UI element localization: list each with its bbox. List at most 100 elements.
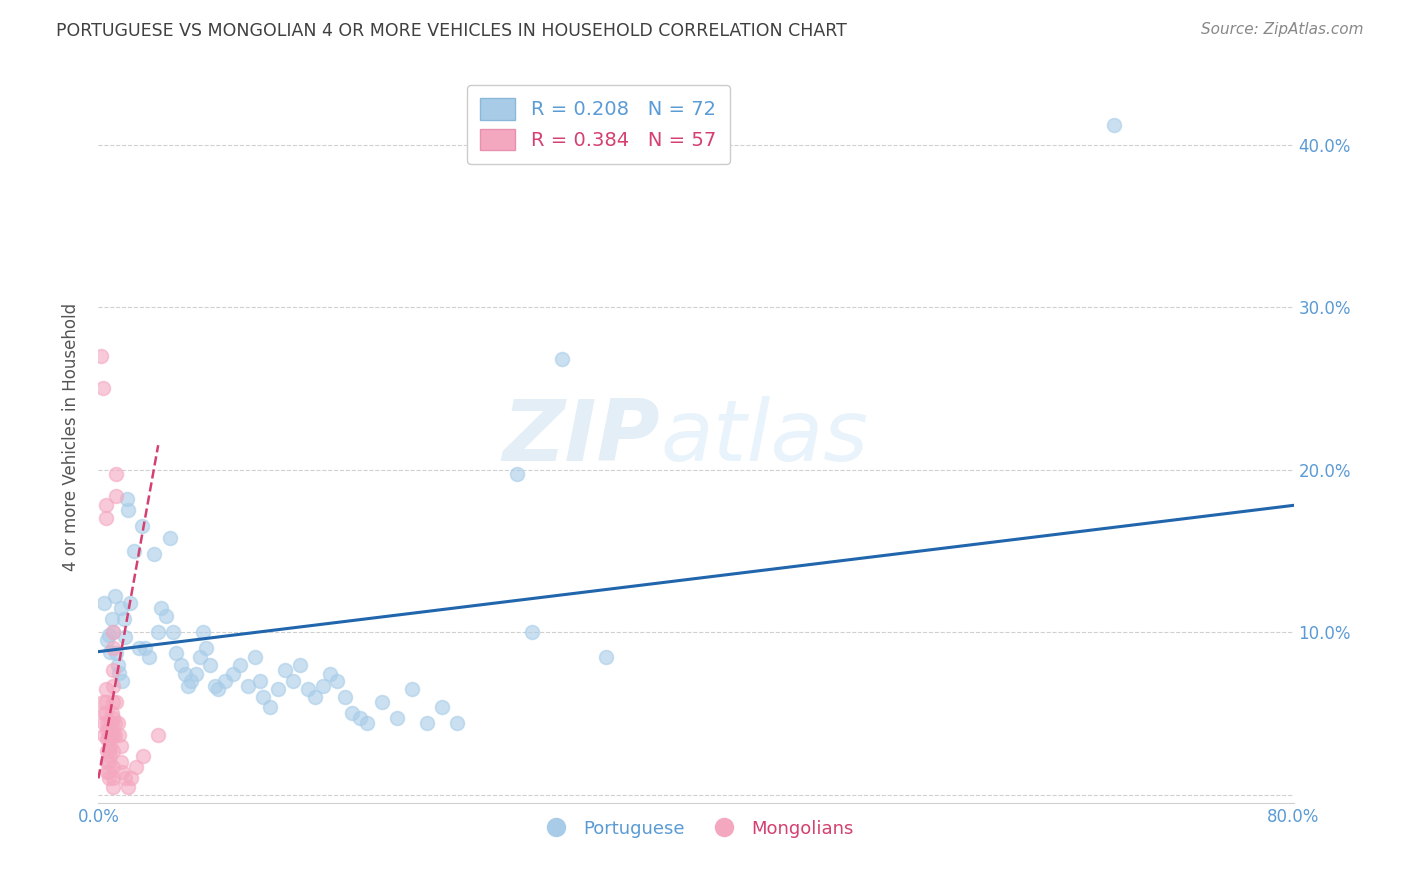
Point — [118, 596, 141, 610]
Point — [96, 716, 118, 731]
Point — [97, 764, 120, 779]
Point — [103, 711, 125, 725]
Point — [252, 690, 274, 705]
Point — [91, 381, 114, 395]
Point — [103, 760, 125, 774]
Point — [595, 649, 617, 664]
Point — [162, 625, 184, 640]
Point — [356, 716, 378, 731]
Point — [274, 663, 297, 677]
Point — [96, 633, 118, 648]
Point — [159, 531, 181, 545]
Point — [385, 711, 409, 725]
Point — [98, 727, 122, 741]
Point — [550, 352, 572, 367]
Point — [90, 349, 112, 363]
Point — [104, 590, 127, 604]
Point — [117, 780, 139, 794]
Point — [150, 600, 173, 615]
Point — [134, 641, 156, 656]
Point — [98, 748, 122, 763]
Point — [112, 612, 135, 626]
Point — [110, 739, 132, 753]
Point — [98, 739, 122, 753]
Point — [96, 755, 118, 769]
Point — [103, 780, 125, 794]
Point — [105, 467, 128, 482]
Point — [169, 657, 191, 672]
Point — [191, 625, 214, 640]
Point — [229, 657, 252, 672]
Point — [333, 690, 356, 705]
Point — [138, 649, 160, 664]
Point — [319, 667, 342, 681]
Point — [103, 663, 125, 677]
Point — [101, 727, 124, 741]
Legend: Portuguese, Mongolians: Portuguese, Mongolians — [531, 813, 860, 845]
Point — [101, 716, 124, 731]
Point — [98, 716, 122, 731]
Point — [94, 511, 117, 525]
Point — [155, 608, 177, 623]
Point — [200, 657, 222, 672]
Point — [131, 519, 153, 533]
Point — [110, 755, 132, 769]
Point — [93, 716, 115, 731]
Point — [96, 764, 118, 779]
Point — [97, 628, 120, 642]
Point — [297, 681, 319, 696]
Point — [114, 630, 136, 644]
Point — [93, 727, 115, 741]
Point — [195, 641, 218, 656]
Point — [311, 679, 333, 693]
Point — [97, 755, 120, 769]
Point — [104, 716, 127, 731]
Point — [222, 667, 245, 681]
Point — [177, 679, 200, 693]
Point — [288, 657, 311, 672]
Point — [96, 723, 118, 737]
Point — [105, 646, 128, 660]
Point — [105, 695, 128, 709]
Point — [120, 772, 142, 786]
Point — [104, 727, 127, 741]
Point — [103, 744, 125, 758]
Text: Source: ZipAtlas.com: Source: ZipAtlas.com — [1201, 22, 1364, 37]
Point — [128, 641, 150, 656]
Point — [281, 673, 304, 688]
Point — [94, 681, 117, 696]
Point — [115, 491, 138, 506]
Point — [506, 467, 529, 482]
Point — [94, 706, 117, 721]
Text: atlas: atlas — [661, 395, 868, 479]
Point — [132, 748, 155, 763]
Point — [111, 764, 134, 779]
Point — [103, 625, 125, 640]
Point — [349, 711, 371, 725]
Point — [245, 649, 267, 664]
Point — [236, 679, 259, 693]
Point — [108, 665, 131, 680]
Point — [114, 772, 136, 786]
Point — [103, 679, 125, 693]
Point — [117, 503, 139, 517]
Point — [267, 681, 290, 696]
Point — [165, 646, 187, 660]
Point — [249, 673, 271, 688]
Y-axis label: 4 or more Vehicles in Household: 4 or more Vehicles in Household — [62, 303, 80, 571]
Text: PORTUGUESE VS MONGOLIAN 4 OR MORE VEHICLES IN HOUSEHOLD CORRELATION CHART: PORTUGUESE VS MONGOLIAN 4 OR MORE VEHICL… — [56, 22, 846, 40]
Point — [204, 679, 226, 693]
Point — [105, 489, 128, 503]
Point — [180, 673, 202, 688]
Point — [103, 625, 125, 640]
Point — [107, 716, 129, 731]
Point — [93, 706, 115, 721]
Point — [520, 625, 543, 640]
Point — [103, 695, 125, 709]
Point — [188, 649, 211, 664]
Point — [148, 727, 170, 741]
Point — [174, 667, 197, 681]
Point — [124, 544, 146, 558]
Text: ZIP: ZIP — [502, 395, 661, 479]
Point — [326, 673, 349, 688]
